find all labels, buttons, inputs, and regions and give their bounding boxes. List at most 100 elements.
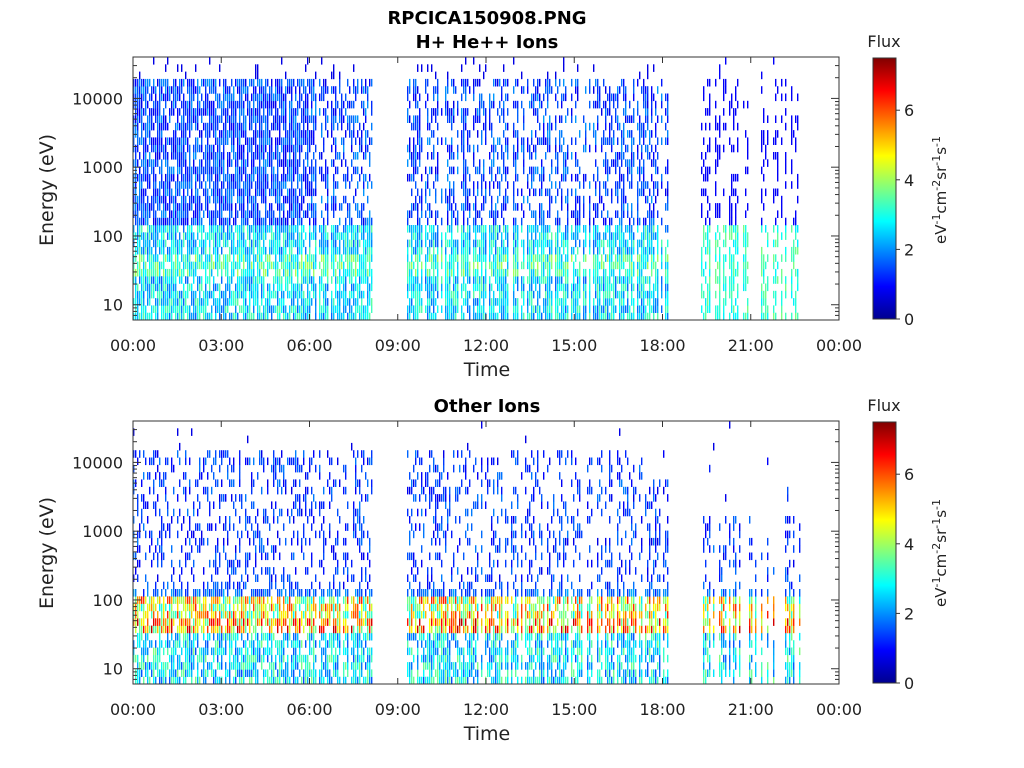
- spectrogram-cell: [409, 144, 411, 153]
- spectrogram-cell: [281, 217, 283, 226]
- spectrogram-cell: [559, 144, 561, 153]
- spectrogram-cell: [273, 246, 275, 255]
- spectrogram-cell: [433, 290, 435, 299]
- spectrogram-cell: [155, 108, 157, 116]
- spectrogram-cell: [451, 166, 453, 175]
- spectrogram-cell: [427, 283, 429, 292]
- spectrogram-cell: [253, 166, 255, 175]
- spectrogram-cell: [167, 246, 169, 255]
- spectrogram-cell: [461, 312, 463, 320]
- spectrogram-cell: [283, 239, 285, 248]
- spectrogram-cell: [315, 298, 317, 306]
- spectrogram-cell: [307, 210, 309, 218]
- spectrogram-cell: [447, 290, 449, 299]
- spectrogram-cell: [551, 276, 553, 284]
- spectrogram-cell: [141, 232, 143, 240]
- spectrogram-cell: [197, 195, 199, 204]
- spectrogram-cell: [411, 232, 413, 240]
- spectrogram-cell: [603, 181, 605, 189]
- spectrogram-cell: [327, 195, 329, 204]
- spectrogram-cell: [593, 268, 595, 277]
- spectrogram-cell: [185, 181, 187, 189]
- spectrogram-cell: [187, 137, 189, 145]
- spectrogram-cell: [325, 115, 327, 123]
- spectrogram-cell: [479, 100, 481, 109]
- spectrogram-cell: [199, 239, 201, 248]
- spectrogram-cell: [199, 181, 201, 189]
- spectrogram-cell: [417, 305, 419, 313]
- spectrogram-cell: [149, 312, 151, 320]
- spectrogram-cell: [415, 159, 417, 167]
- spectrogram-cell: [207, 137, 209, 145]
- spectrogram-cell: [475, 217, 477, 226]
- spectrogram-cell: [173, 239, 175, 248]
- spectrogram-cell: [183, 283, 185, 292]
- spectrogram-cell: [179, 290, 181, 299]
- spectrogram-cell: [483, 122, 485, 131]
- spectrogram-cell: [427, 298, 429, 306]
- spectrogram-cell: [307, 312, 309, 320]
- spectrogram-cell: [417, 115, 419, 123]
- spectrogram-cell: [155, 115, 157, 123]
- spectrogram-cell: [413, 93, 415, 102]
- spectrogram-cell: [255, 283, 257, 292]
- spectrogram-cell: [417, 276, 419, 284]
- spectrogram-cell: [181, 239, 183, 248]
- spectrogram-cell: [365, 261, 367, 270]
- spectrogram-cell: [265, 246, 267, 255]
- spectrogram-cell: [289, 203, 291, 211]
- spectrogram-cell: [201, 137, 203, 145]
- spectrogram-cell: [193, 217, 195, 226]
- spectrogram-cell: [563, 159, 565, 167]
- spectrogram-cell: [243, 283, 245, 292]
- spectrogram-cell: [419, 144, 421, 153]
- spectrogram-cell: [605, 166, 607, 175]
- spectrogram-cell: [417, 217, 419, 226]
- spectrogram-cell: [361, 217, 363, 226]
- spectrogram-cell: [151, 203, 153, 211]
- spectrogram-cell: [209, 78, 211, 87]
- spectrogram-cell: [255, 108, 257, 116]
- spectrogram-cell: [231, 268, 233, 277]
- spectrogram-cell: [547, 188, 549, 197]
- spectrogram-cell: [285, 71, 287, 80]
- spectrogram-cell: [533, 290, 535, 299]
- spectrogram-cell: [273, 115, 275, 123]
- spectrogram-cell: [169, 166, 171, 175]
- spectrogram-cell: [371, 254, 373, 262]
- spectrogram-cell: [249, 298, 251, 306]
- spectrogram-cell: [613, 261, 615, 270]
- spectrogram-cell: [619, 268, 621, 277]
- spectrogram-cell: [517, 261, 519, 270]
- spectrogram-cell: [269, 137, 271, 145]
- spectrogram-cell: [139, 137, 141, 145]
- spectrogram-cell: [615, 290, 617, 299]
- spectrogram-cell: [345, 276, 347, 284]
- spectrogram-cell: [285, 159, 287, 167]
- spectrogram-cell: [571, 232, 573, 240]
- spectrogram-cell: [613, 246, 615, 255]
- spectrogram-cell: [297, 159, 299, 167]
- spectrogram-cell: [139, 100, 141, 109]
- spectrogram-cell: [223, 108, 225, 116]
- spectrogram-cell: [159, 268, 161, 277]
- spectrogram-cell: [137, 210, 139, 218]
- spectrogram-cell: [157, 312, 159, 320]
- spectrogram-cell: [135, 290, 137, 299]
- spectrogram-cell: [337, 122, 339, 131]
- spectrogram-cell: [239, 254, 241, 262]
- spectrogram-cell: [521, 86, 523, 94]
- spectrogram-cell: [363, 312, 365, 320]
- spectrogram-cell: [607, 108, 609, 116]
- spectrogram-cell: [225, 130, 227, 138]
- spectrogram-cell: [219, 130, 221, 138]
- spectrogram-cell: [333, 268, 335, 277]
- spectrogram-cell: [609, 298, 611, 306]
- spectrogram-cell: [167, 305, 169, 313]
- spectrogram-cell: [221, 203, 223, 211]
- spectrogram-cell: [167, 254, 169, 262]
- spectrogram-cell: [573, 210, 575, 218]
- spectrogram-cell: [231, 261, 233, 270]
- spectrogram-cell: [219, 137, 221, 145]
- spectrogram-cell: [485, 290, 487, 299]
